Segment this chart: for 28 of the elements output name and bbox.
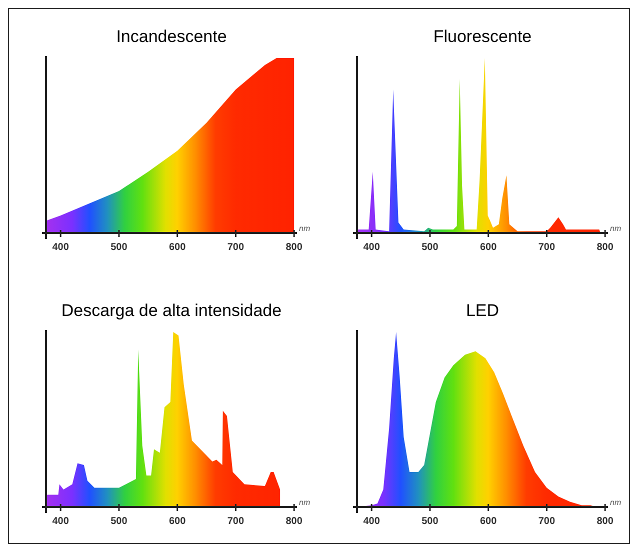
x-tick-label: 500 <box>422 516 439 527</box>
x-tick-label: 800 <box>286 242 303 253</box>
x-axis-title: nm <box>610 498 622 507</box>
x-tick-label: 800 <box>596 516 614 527</box>
x-tick-label: 600 <box>480 516 498 527</box>
x-tick-label: 700 <box>227 242 244 253</box>
x-tick-label: 600 <box>480 242 498 253</box>
x-tick-label: 500 <box>422 242 439 253</box>
x-tick-label: 400 <box>363 516 380 527</box>
x-axis-title: nm <box>299 498 310 507</box>
x-axis-title: nm <box>299 224 310 233</box>
x-tick-label: 700 <box>538 516 556 527</box>
x-tick-label: 400 <box>363 242 380 253</box>
x-tick-label: 600 <box>168 516 186 527</box>
x-tick-label: 700 <box>538 242 556 253</box>
x-tick-label: 500 <box>110 516 128 527</box>
x-axis-title: nm <box>610 224 622 233</box>
chart-title: Incandescente <box>116 27 227 46</box>
chart-title: LED <box>466 301 500 320</box>
chart-title: Descarga de alta intensidade <box>61 301 282 320</box>
chart-title: Fluorescente <box>433 27 532 46</box>
x-tick-label: 800 <box>286 516 303 527</box>
x-tick-label: 500 <box>110 242 128 253</box>
x-tick-label: 400 <box>52 516 70 527</box>
x-tick-label: 400 <box>52 242 70 253</box>
x-tick-label: 700 <box>227 516 244 527</box>
x-tick-label: 600 <box>168 242 186 253</box>
x-tick-label: 800 <box>596 242 614 253</box>
